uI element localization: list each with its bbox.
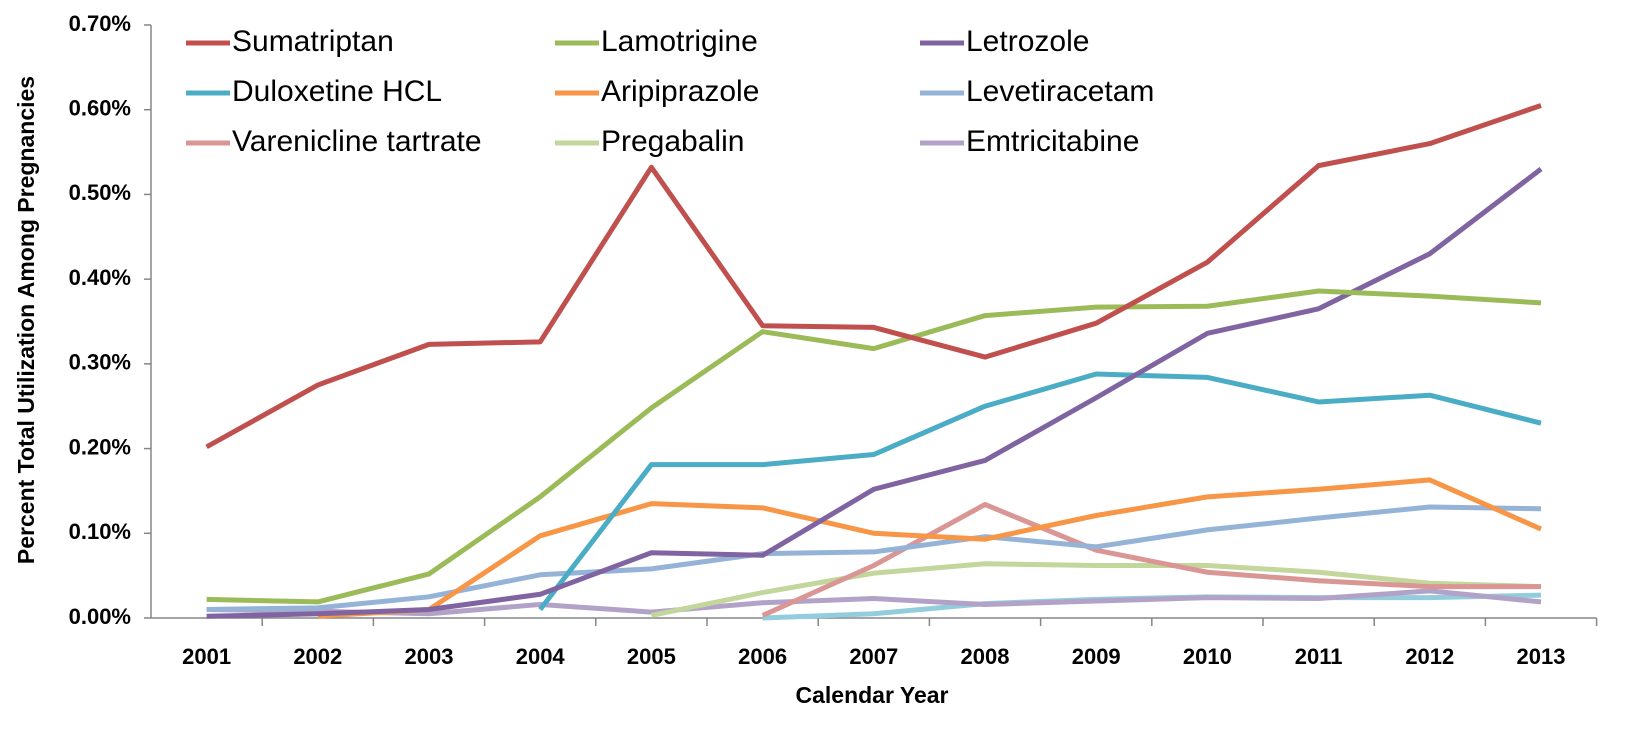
series-line bbox=[761, 501, 1541, 618]
y-tick-label: 0.10% bbox=[69, 519, 131, 544]
x-tick-label: 2004 bbox=[516, 644, 566, 669]
series-line bbox=[206, 167, 1543, 619]
legend-label: Levetiracetam bbox=[966, 75, 1154, 108]
y-tick-label: 0.30% bbox=[69, 350, 131, 375]
x-tick-label: 2006 bbox=[738, 644, 787, 669]
legend-label: Varenicline tartrate bbox=[232, 125, 482, 158]
x-tick-label: 2007 bbox=[849, 644, 898, 669]
series-line bbox=[206, 588, 1542, 617]
y-tick-label: 0.40% bbox=[69, 265, 131, 290]
x-tick-label: 2012 bbox=[1405, 644, 1454, 669]
series-line bbox=[206, 288, 1542, 605]
y-tick-label: 0.70% bbox=[69, 11, 131, 36]
y-tick-label: 0.00% bbox=[69, 604, 131, 629]
legend-label: Sumatriptan bbox=[232, 25, 394, 58]
y-tick-label: 0.60% bbox=[69, 96, 131, 121]
x-tick-label: 2009 bbox=[1072, 644, 1121, 669]
x-axis-label: Calendar Year bbox=[795, 682, 948, 708]
legend-label: Lamotrigine bbox=[601, 25, 758, 58]
x-tick-label: 2013 bbox=[1517, 644, 1566, 669]
legend-label: Letrozole bbox=[966, 25, 1089, 58]
series-line bbox=[206, 504, 1542, 613]
legend-label: Aripiprazole bbox=[601, 75, 759, 108]
x-tick-label: 2002 bbox=[293, 644, 342, 669]
x-tick-label: 2001 bbox=[182, 644, 231, 669]
legend-label: Emtricitabine bbox=[966, 125, 1139, 158]
series-line bbox=[205, 103, 1542, 450]
legend-label: Pregabalin bbox=[601, 125, 744, 158]
y-axis-label: Percent Total Utilization Among Pregnanc… bbox=[13, 76, 39, 564]
x-tick-label: 2005 bbox=[627, 644, 676, 669]
x-tick-label: 2003 bbox=[405, 644, 454, 669]
series-line bbox=[538, 371, 1542, 612]
x-tick-label: 2008 bbox=[961, 644, 1010, 669]
y-tick-label: 0.20% bbox=[69, 434, 131, 459]
series-line bbox=[650, 561, 1542, 618]
series-line bbox=[317, 477, 1543, 619]
legend-label: Duloxetine HCL bbox=[232, 75, 442, 108]
x-tick-label: 2010 bbox=[1183, 644, 1232, 669]
y-tick-label: 0.50% bbox=[69, 180, 131, 205]
x-tick-label: 2011 bbox=[1295, 644, 1343, 669]
